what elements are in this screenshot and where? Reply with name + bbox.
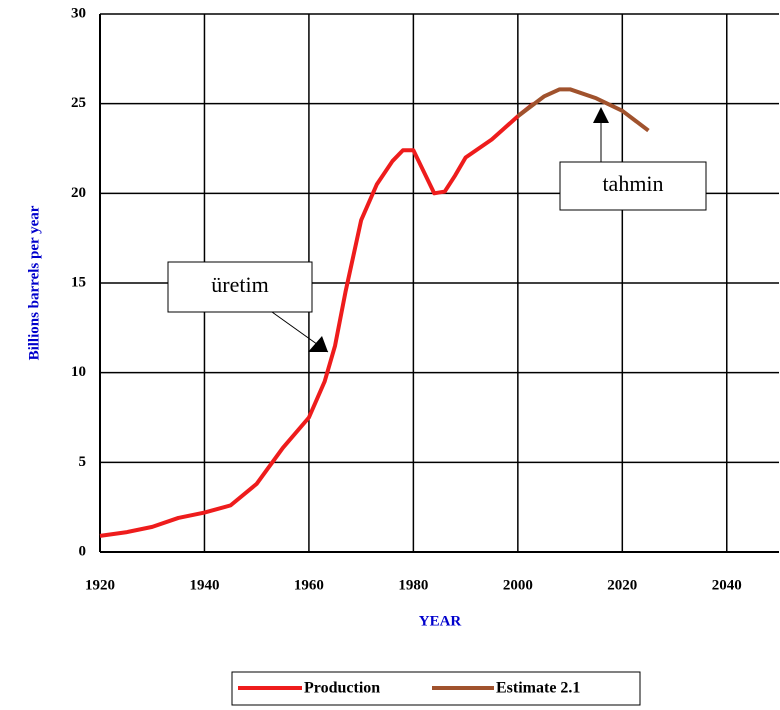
x-tick-label: 2020 (607, 577, 637, 593)
x-tick-label: 1980 (398, 577, 428, 593)
line-series (516, 87, 650, 133)
x-tick-label: 2000 (503, 577, 533, 593)
y-axis-label: Billions barrels per year (26, 205, 42, 360)
annotation: üretim (211, 272, 268, 297)
y-tick-label: 10 (71, 364, 86, 380)
arrow-head (308, 336, 328, 352)
y-tick-label: 25 (71, 95, 86, 111)
arrow-head (593, 107, 609, 123)
y-tick-label: 30 (71, 5, 86, 21)
annotation-box (559, 161, 707, 211)
line-series (99, 102, 535, 538)
y-tick-label: 0 (79, 543, 87, 559)
y-tick-label: 5 (79, 454, 87, 470)
x-tick-label: 1960 (294, 577, 324, 593)
x-tick-label: 1920 (85, 577, 115, 593)
x-axis-label: YEAR (419, 613, 462, 629)
annotation-box (167, 261, 313, 313)
annotation: tahmin (602, 171, 663, 196)
y-tick-label: 15 (71, 274, 86, 290)
y-tick-label: 20 (71, 185, 86, 201)
x-tick-label: 2040 (712, 577, 742, 593)
x-tick-label: 1940 (189, 577, 219, 593)
legend-label: Estimate 2.1 (496, 680, 580, 697)
legend-label: Production (304, 680, 380, 697)
